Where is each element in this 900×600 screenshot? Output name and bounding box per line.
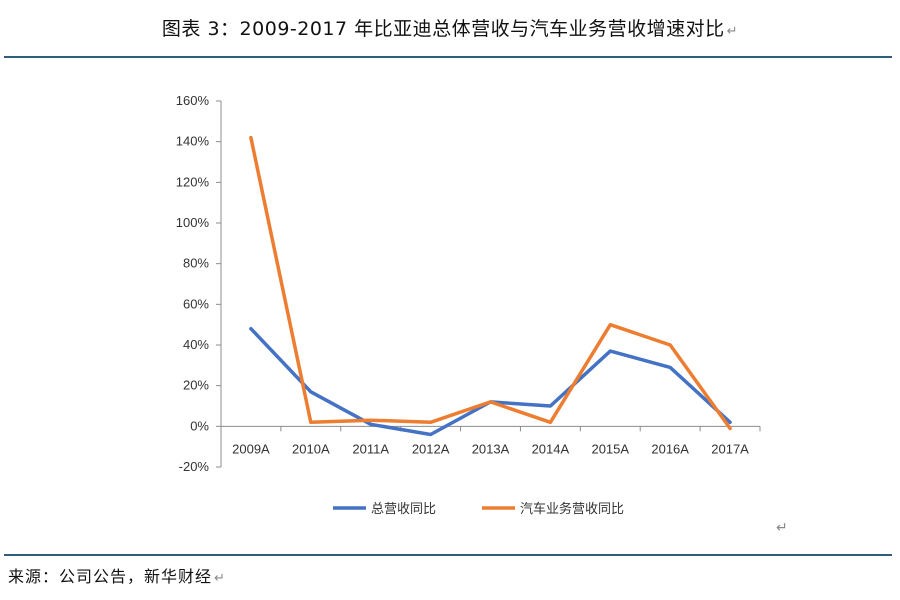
x-tick-label: 2013A — [472, 441, 510, 456]
x-tick-label: 2012A — [412, 441, 450, 456]
bottom-divider — [4, 554, 892, 556]
x-tick-label: 2017A — [711, 441, 749, 456]
top-divider — [4, 56, 892, 58]
x-tick-label: 2009A — [232, 441, 270, 456]
legend-label-2: 汽车业务营收同比 — [520, 501, 624, 517]
paragraph-return-mark: ↵ — [776, 520, 788, 536]
x-tick-label: 2014A — [532, 441, 570, 456]
y-tick-label: 20% — [183, 378, 209, 393]
y-tick-label: 160% — [176, 93, 210, 108]
x-tick-label: 2015A — [591, 441, 629, 456]
y-tick-label: 140% — [176, 134, 210, 149]
source-note: 来源：公司公告，新华财经 ↵ — [8, 567, 226, 586]
x-tick-label: 2016A — [651, 441, 689, 456]
y-tick-label: 60% — [183, 296, 209, 311]
x-tick-label: 2010A — [292, 441, 330, 456]
series-line-2 — [249, 135, 732, 431]
legend-label-1: 总营收同比 — [371, 502, 436, 517]
y-tick-label: 100% — [176, 215, 210, 230]
chart-title: 图表 3：2009-2017 年比亚迪总体营收与汽车业务营收增速对比 ↵ — [161, 18, 739, 40]
y-tick-label: 120% — [176, 174, 210, 189]
y-tick-label: -20% — [179, 459, 210, 474]
x-tick-label: 2011A — [352, 441, 389, 456]
y-tick-label: 80% — [183, 256, 209, 271]
series-line-1 — [249, 326, 732, 437]
y-tick-label: 40% — [183, 337, 209, 352]
y-tick-label: 0% — [190, 418, 209, 433]
